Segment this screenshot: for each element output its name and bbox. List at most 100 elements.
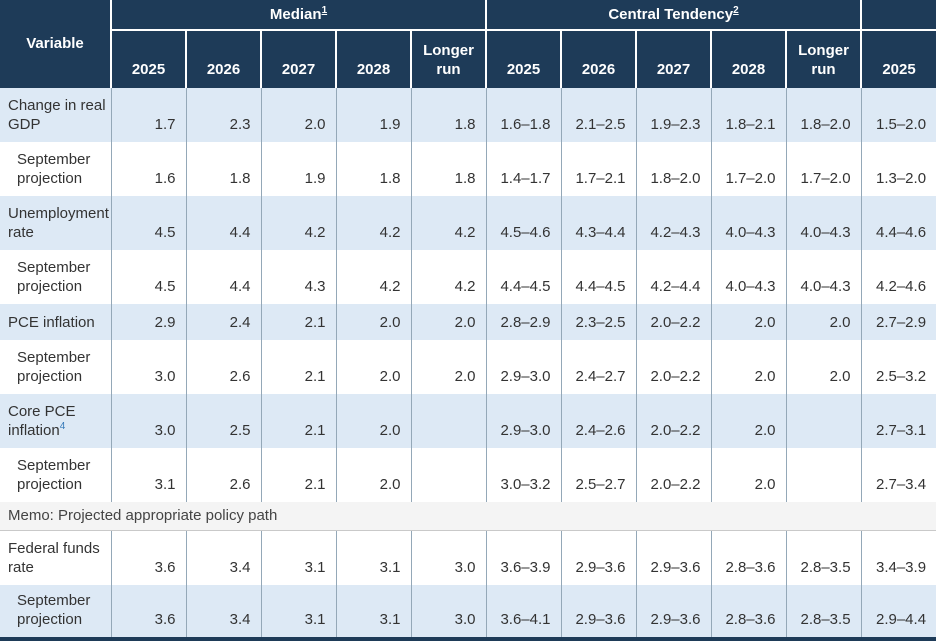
table-body: Change in real GDP 1.7 2.3 2.0 1.9 1.8 1.6–1.8… [0, 88, 936, 639]
ct-longer-run-header: Longer run [784, 30, 862, 88]
median-group-header: Median1 [110, 0, 486, 31]
value-cell: 2.8–3.6 [710, 530, 786, 585]
value-cell: 4.2 [335, 250, 411, 304]
value-cell: 2.0 [335, 394, 411, 448]
value-cell: 4.2–4.3 [635, 196, 711, 250]
group-header-row: Variable Median1 Central Tendency2 [0, 0, 936, 88]
value-cell: 2.1 [260, 304, 336, 340]
value-cell: 4.4–4.6 [860, 196, 936, 250]
value-cell: 3.0 [410, 584, 486, 639]
value-cell: 2.4–2.7 [560, 340, 636, 394]
value-cell: 2.9–3.6 [560, 530, 636, 585]
value-cell: 2.6 [185, 448, 261, 502]
value-cell: 1.4–1.7 [485, 142, 561, 196]
median-footnote-link[interactable]: 1 [321, 4, 328, 16]
row-label: September projection [0, 340, 111, 394]
table-row: September projection 4.5 4.4 4.3 4.2 4.2 4.4–4… [0, 250, 936, 304]
value-cell: 4.2–4.4 [635, 250, 711, 304]
value-cell: 4.4–4.5 [560, 250, 636, 304]
year-header-row: 2025 2026 2027 2028 Longer run 2025 2026… [0, 30, 936, 88]
value-cell [410, 394, 486, 448]
value-cell: 2.0 [710, 394, 786, 448]
value-cell: 2.0 [335, 304, 411, 340]
value-cell: 3.1 [335, 530, 411, 585]
value-cell: 2.9–3.6 [635, 584, 711, 639]
value-cell: 3.6–3.9 [485, 530, 561, 585]
value-cell: 1.8 [185, 142, 261, 196]
value-cell: 2.1 [260, 394, 336, 448]
median-year-header: 2026 [185, 30, 261, 88]
value-cell: 2.5–2.7 [560, 448, 636, 502]
value-cell: 2.9–3.6 [635, 530, 711, 585]
value-cell: 3.4 [185, 530, 261, 585]
value-cell: 3.4–3.9 [860, 530, 936, 585]
range-year-header: 2025 [860, 30, 936, 88]
value-cell: 4.5 [110, 250, 186, 304]
value-cell: 2.0 [785, 304, 862, 340]
value-cell: 3.0–3.2 [485, 448, 561, 502]
value-cell: 2.0–2.2 [635, 448, 711, 502]
value-cell: 1.9–2.3 [635, 88, 711, 142]
value-cell: 2.7–3.1 [860, 394, 936, 448]
value-cell: 4.3 [260, 250, 336, 304]
value-cell: 1.8 [410, 142, 486, 196]
value-cell: 4.2 [260, 196, 336, 250]
value-cell: 4.3–4.4 [560, 196, 636, 250]
value-cell: 4.0–4.3 [710, 250, 786, 304]
value-cell: 2.3 [185, 88, 261, 142]
ct-year-header: 2025 [485, 30, 561, 88]
value-cell: 2.8–3.5 [785, 584, 862, 639]
value-cell: 1.8–2.0 [785, 88, 862, 142]
row-label: PCE inflation [0, 304, 111, 340]
table-row: September projection 3.0 2.6 2.1 2.0 2.0 2.9–3… [0, 340, 936, 394]
table-row: Core PCE inflation4 3.0 2.5 2.1 2.0 2.9–3.0 2.… [0, 394, 936, 448]
value-cell: 2.0 [260, 88, 336, 142]
value-cell: 2.1 [260, 448, 336, 502]
row-label: September projection [0, 448, 111, 502]
value-cell: 2.0 [710, 448, 786, 502]
ct-year-header: 2027 [635, 30, 711, 88]
row-label: Core PCE inflation4 [0, 394, 111, 448]
value-cell: 3.1 [110, 448, 186, 502]
value-cell: 3.6–4.1 [485, 584, 561, 639]
table-row: Unemployment rate 4.5 4.4 4.2 4.2 4.2 4.5–4.6 4… [0, 196, 936, 250]
value-cell: 3.1 [260, 584, 336, 639]
table-row: September projection 3.1 2.6 2.1 2.0 3.0–3.2 2… [0, 448, 936, 502]
row-footnote-superscript: 4 [60, 421, 66, 432]
value-cell: 2.5–3.2 [860, 340, 936, 394]
value-cell: 2.0 [710, 340, 786, 394]
value-cell: 4.4–4.5 [485, 250, 561, 304]
value-cell: 2.0 [410, 340, 486, 394]
value-cell: 4.2 [335, 196, 411, 250]
table-row: Change in real GDP 1.7 2.3 2.0 1.9 1.8 1.6–1.8… [0, 88, 936, 142]
median-group-label: Median [269, 5, 322, 23]
range-group-header-cutoff [860, 0, 936, 31]
row-label: September projection [0, 584, 111, 639]
median-year-header: 2028 [335, 30, 411, 88]
value-cell: 2.1–2.5 [560, 88, 636, 142]
value-cell: 2.9–4.4 [860, 584, 936, 639]
value-cell: 2.6 [185, 340, 261, 394]
row-footnote-link[interactable]: 4 [59, 421, 66, 432]
value-cell: 1.9 [335, 88, 411, 142]
table-row: Federal funds rate 3.6 3.4 3.1 3.1 3.0 3.6–3.9… [0, 530, 936, 585]
value-cell: 1.3–2.0 [860, 142, 936, 196]
value-cell: 2.3–2.5 [560, 304, 636, 340]
value-cell: 3.6 [110, 584, 186, 639]
value-cell: 1.8 [410, 88, 486, 142]
value-cell: 1.7–2.0 [785, 142, 862, 196]
value-cell: 2.0–2.2 [635, 394, 711, 448]
central-tendency-footnote-link[interactable]: 2 [733, 4, 739, 16]
value-cell: 4.2–4.6 [860, 250, 936, 304]
row-label: Unemployment rate [0, 196, 111, 250]
median-year-header: 2027 [260, 30, 336, 88]
value-cell: 2.9–3.0 [485, 394, 561, 448]
value-cell: 4.2 [410, 196, 486, 250]
value-cell: 2.7–3.4 [860, 448, 936, 502]
value-cell: 2.8–3.6 [710, 584, 786, 639]
value-cell: 2.0–2.2 [635, 304, 711, 340]
value-cell: 2.9–3.0 [485, 340, 561, 394]
value-cell: 3.6 [110, 530, 186, 585]
value-cell: 4.4 [185, 250, 261, 304]
